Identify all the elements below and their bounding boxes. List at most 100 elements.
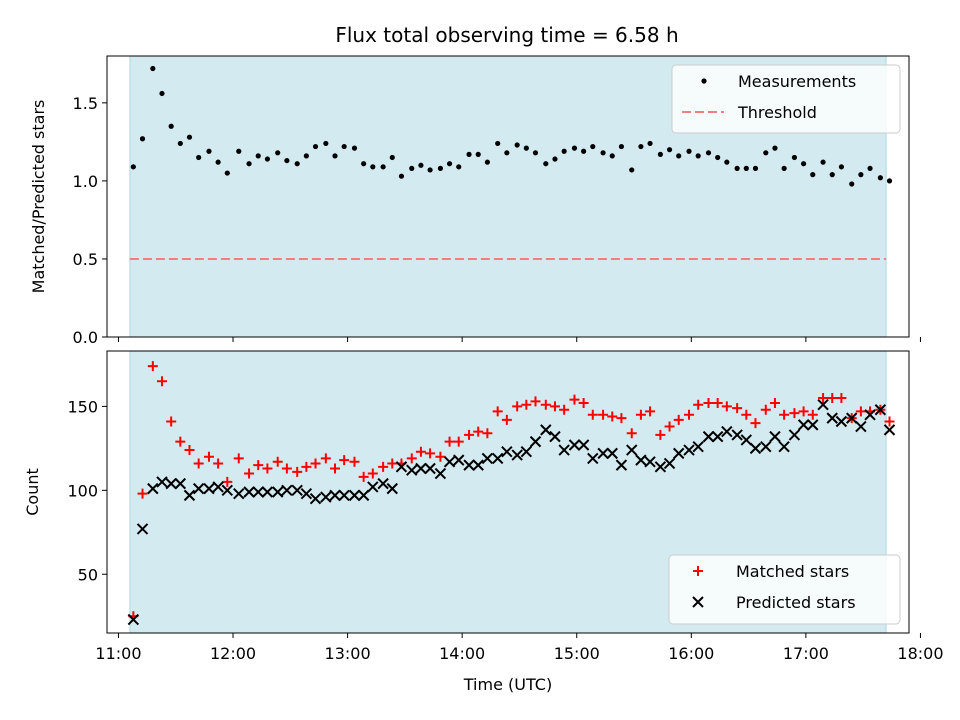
measurement-point [264, 156, 270, 162]
matched-star-marker [301, 461, 312, 472]
matched-star-marker [807, 409, 818, 420]
predicted-star-marker [348, 489, 361, 502]
predicted-star-marker [597, 447, 609, 460]
predicted-star-marker [654, 461, 667, 473]
matched-star-marker [645, 406, 656, 417]
predicted-star-marker [481, 452, 494, 465]
predicted-star-marker [147, 482, 159, 495]
measurement-point [877, 175, 883, 181]
measurement-point [139, 136, 146, 142]
predicted-star-marker [606, 447, 618, 460]
matched-star-marker [655, 429, 666, 440]
ratio-x-ticks [117, 337, 921, 342]
matched-star-marker [712, 398, 723, 409]
matched-star-marker [578, 398, 589, 409]
matched-star-marker [147, 361, 158, 372]
matched-star-marker [425, 448, 436, 459]
matched-star-marker [339, 455, 350, 466]
measurement-point [389, 154, 395, 161]
predicted-star-marker [711, 430, 724, 443]
measurement-point [294, 161, 300, 167]
matched-star-marker [818, 393, 829, 403]
matched-star-marker [855, 406, 866, 417]
predicted-star-marker [491, 452, 504, 465]
predicted-star-marker [683, 444, 695, 456]
predicted-star-marker [300, 487, 313, 500]
predicted-star-marker [721, 425, 733, 438]
measurement-point [351, 145, 358, 151]
matched-star-marker [635, 409, 646, 420]
time-x-tick-label: 15:00 [554, 644, 600, 663]
measurement-point [361, 161, 367, 167]
measurement-point [456, 164, 462, 170]
measurement-point [715, 154, 721, 161]
time-x-tick-label: 11:00 [95, 644, 141, 663]
predicted-star-marker [463, 459, 475, 471]
count-legend-entry-label: Matched stars [736, 562, 849, 581]
measurement-point [341, 143, 347, 150]
predicted-star-marker [415, 462, 427, 475]
count-y-tick-label: 50 [78, 565, 98, 584]
predicted-star-marker [807, 419, 819, 431]
predicted-star-marker [212, 481, 224, 493]
matched-star-marker [836, 393, 847, 403]
predicted-star-marker [692, 440, 704, 453]
measurement-point [800, 161, 807, 167]
matched-star-marker [607, 411, 618, 422]
predicted-star-marker [395, 461, 408, 473]
predicted-star-marker [731, 429, 743, 441]
matched-star-marker [501, 414, 512, 425]
matched-star-marker [184, 445, 195, 456]
time-x-tick-label: 18:00 [897, 644, 943, 663]
time-x-tick-label: 12:00 [210, 644, 256, 663]
predicted-star-marker [501, 446, 513, 458]
predicted-star-marker [377, 477, 389, 490]
measurement-point [514, 142, 520, 148]
measurement-point [437, 165, 444, 171]
count-legend-entry-label: Predicted stars [736, 593, 856, 612]
matched-star-marker [253, 460, 264, 471]
measurement-point [332, 153, 338, 159]
matched-star-marker [320, 453, 331, 464]
predicted-star-marker [864, 409, 876, 421]
predicted-star-marker [874, 404, 887, 416]
measurement-point [695, 153, 701, 159]
matched-star-marker [492, 406, 503, 417]
matched-star-marker [193, 458, 204, 469]
measurement-point [552, 156, 558, 162]
measurement-point [829, 172, 835, 178]
matched-star-marker [530, 396, 541, 407]
measurement-point [303, 153, 309, 159]
predicted-star-marker [568, 439, 581, 451]
predicted-star-marker [615, 459, 628, 471]
predicted-star-marker [136, 523, 149, 535]
measurement-point [523, 145, 529, 151]
predicted-star-marker [329, 489, 341, 502]
predicted-star-marker [281, 484, 293, 497]
predicted-star-marker [769, 430, 781, 443]
measurement-point [858, 172, 864, 178]
figure-title: Flux total observing time = 6.58 h [335, 23, 678, 47]
predicted-star-marker [192, 482, 205, 495]
measurement-point [629, 167, 635, 173]
matched-star-marker [750, 418, 761, 429]
time-x-tick-label: 13:00 [325, 644, 371, 663]
predicted-star-marker [587, 452, 599, 465]
ratio-legend: Measurements Threshold [671, 64, 901, 134]
matched-star-marker [156, 376, 167, 387]
predicted-star-marker [826, 412, 838, 424]
predicted-stars-points [127, 399, 896, 626]
predicted-star-marker [835, 415, 848, 428]
measurement-point [255, 153, 261, 159]
ratio-y-tick-label: 0.0 [73, 328, 98, 347]
matched-star-marker [233, 453, 244, 464]
measurement-point [398, 173, 405, 179]
measurement-point [763, 150, 769, 156]
measurement-point [657, 151, 663, 157]
measurement-point [466, 151, 472, 157]
measurement-point [150, 65, 156, 72]
measurement-point [581, 148, 587, 154]
measurement-point [224, 170, 230, 176]
measurement-point [370, 164, 376, 170]
matched-star-marker [444, 436, 455, 447]
